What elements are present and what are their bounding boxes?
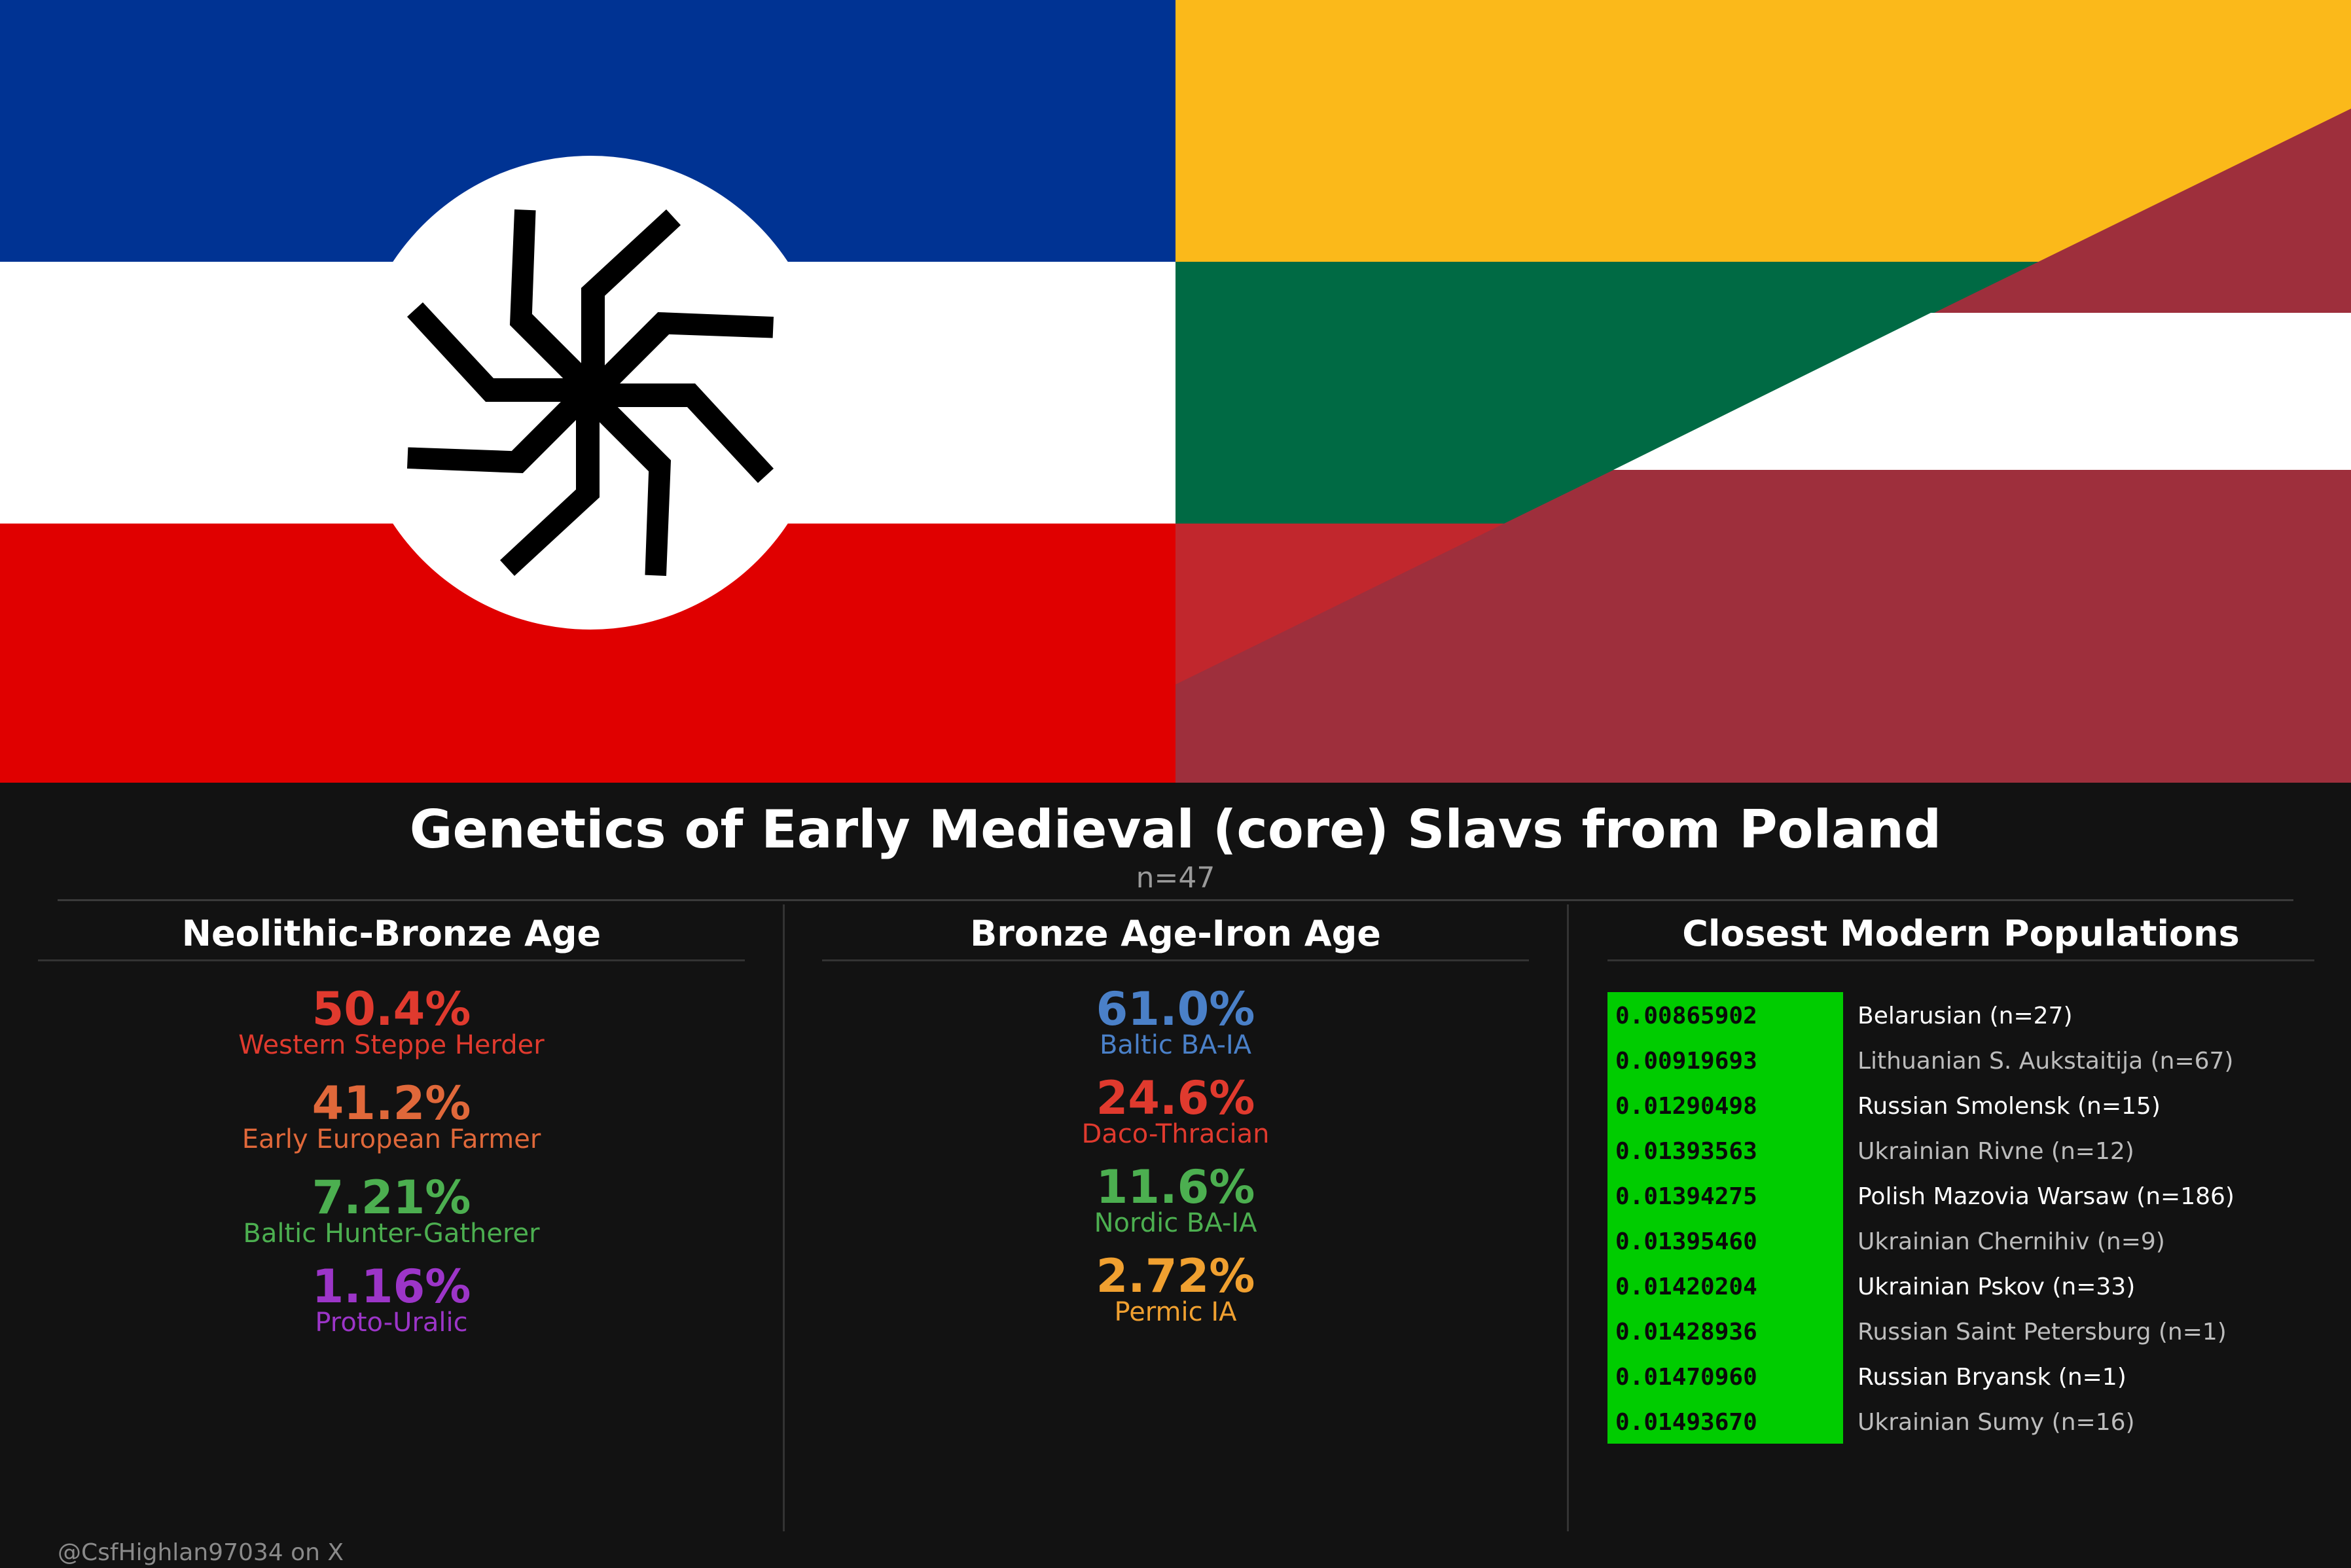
column-heading-closest: Closest Modern Populations [1682,913,2240,954]
distance-value: 0.01470960 [1615,1364,1757,1391]
component-percent: 24.6% [1096,1071,1255,1125]
component-stat: 24.6% Daco-Thracian [822,1071,1529,1149]
component-percent: 11.6% [1096,1160,1255,1214]
sample-size: n=47 [1136,861,1215,895]
population-row: 0.01470960 Russian Bryansk (n=1) [1607,1355,2327,1400]
distance-value: 0.00919693 [1615,1048,1757,1075]
component-stat: 61.0% Baltic BA-IA [822,982,1529,1060]
kolovrat-icon [406,209,774,577]
author-credit: @CsfHighlan97034 on X [58,1539,344,1566]
title-divider [58,899,2293,901]
heading-rule [38,959,745,961]
component-stat: 2.72% Permic IA [822,1249,1529,1327]
tricolor-flag [0,0,1176,783]
component-label: Baltic BA-IA [1099,1030,1252,1060]
population-row: 0.01394275 Polish Mazovia Warsaw (n=186) [1607,1174,2327,1219]
component-stat: 1.16% Proto-Uralic [38,1264,745,1336]
distance-value: 0.01394275 [1615,1183,1757,1210]
population-row: 0.00919693 Lithuanian S. Aukstaitija (n=… [1607,1039,2327,1084]
population-row: 0.01393563 Ukrainian Rivne (n=12) [1607,1129,2327,1174]
distance-value: 0.01420204 [1615,1274,1757,1300]
component-percent: 61.0% [1096,982,1255,1036]
column-heading-bronze-iron: Bronze Age-Iron Age [970,913,1381,954]
distance-value: 0.01393563 [1615,1138,1757,1165]
population-name: Lithuanian S. Aukstaitija (n=67) [1857,1048,2234,1075]
population-row: 0.01420204 Ukrainian Pskov (n=33) [1607,1264,2327,1310]
component-stat: 11.6% Nordic BA-IA [822,1160,1529,1238]
component-percent: 41.2% [312,1077,471,1130]
lithuania-latvia-flag [1176,0,2351,783]
component-percent: 2.72% [1096,1249,1255,1303]
population-row: 0.01493670 Ukrainian Sumy (n=16) [1607,1400,2327,1445]
component-label: Western Steppe Herder [238,1030,545,1060]
component-percent: 50.4% [312,982,471,1036]
component-label: Daco-Thracian [1081,1119,1270,1149]
population-name: Russian Saint Petersburg (n=1) [1857,1319,2227,1345]
column-divider [1567,904,1569,1531]
component-label: Early European Farmer [242,1124,541,1154]
heading-rule [1607,959,2314,961]
population-row: 0.01428936 Russian Saint Petersburg (n=1… [1607,1310,2327,1355]
component-stat: 50.4% Western Steppe Herder [38,982,745,1060]
population-name: Russian Smolensk (n=15) [1857,1093,2161,1120]
column-heading-neolithic: Neolithic-Bronze Age [181,913,601,954]
component-stat: 7.21% Baltic Hunter-Gatherer [38,1175,745,1247]
distance-highlight [1607,992,1843,1444]
column-divider [783,904,785,1531]
component-label: Baltic Hunter-Gatherer [243,1219,540,1249]
component-percent: 7.21% [312,1171,471,1224]
population-name: Polish Mazovia Warsaw (n=186) [1857,1183,2234,1210]
population-name: Ukrainian Sumy (n=16) [1857,1409,2135,1436]
population-row: 0.00865902 Belarusian (n=27) [1607,993,2327,1039]
component-label: Proto-Uralic [315,1308,468,1338]
population-row: 0.01290498 Russian Smolensk (n=15) [1607,1084,2327,1129]
distance-value: 0.00865902 [1615,1003,1757,1029]
population-name: Ukrainian Rivne (n=12) [1857,1138,2134,1165]
distance-value: 0.01290498 [1615,1093,1757,1120]
population-name: Belarusian (n=27) [1857,1003,2073,1029]
component-percent: 1.16% [312,1260,471,1313]
component-label: Nordic BA-IA [1094,1208,1257,1238]
flags-banner [0,0,2351,783]
population-name: Russian Bryansk (n=1) [1857,1364,2127,1391]
distance-value: 0.01395460 [1615,1228,1757,1255]
population-row: 0.01395460 Ukrainian Chernihiv (n=9) [1607,1219,2327,1264]
distance-value: 0.01493670 [1615,1409,1757,1436]
heading-rule [822,959,1529,961]
component-label: Permic IA [1114,1297,1237,1327]
component-stat: 41.2% Early European Farmer [38,1077,745,1154]
population-name: Ukrainian Chernihiv (n=9) [1857,1228,2165,1255]
distance-value: 0.01428936 [1615,1319,1757,1345]
page-title: Genetics of Early Medieval (core) Slavs … [409,799,1942,860]
population-name: Ukrainian Pskov (n=33) [1857,1274,2136,1300]
